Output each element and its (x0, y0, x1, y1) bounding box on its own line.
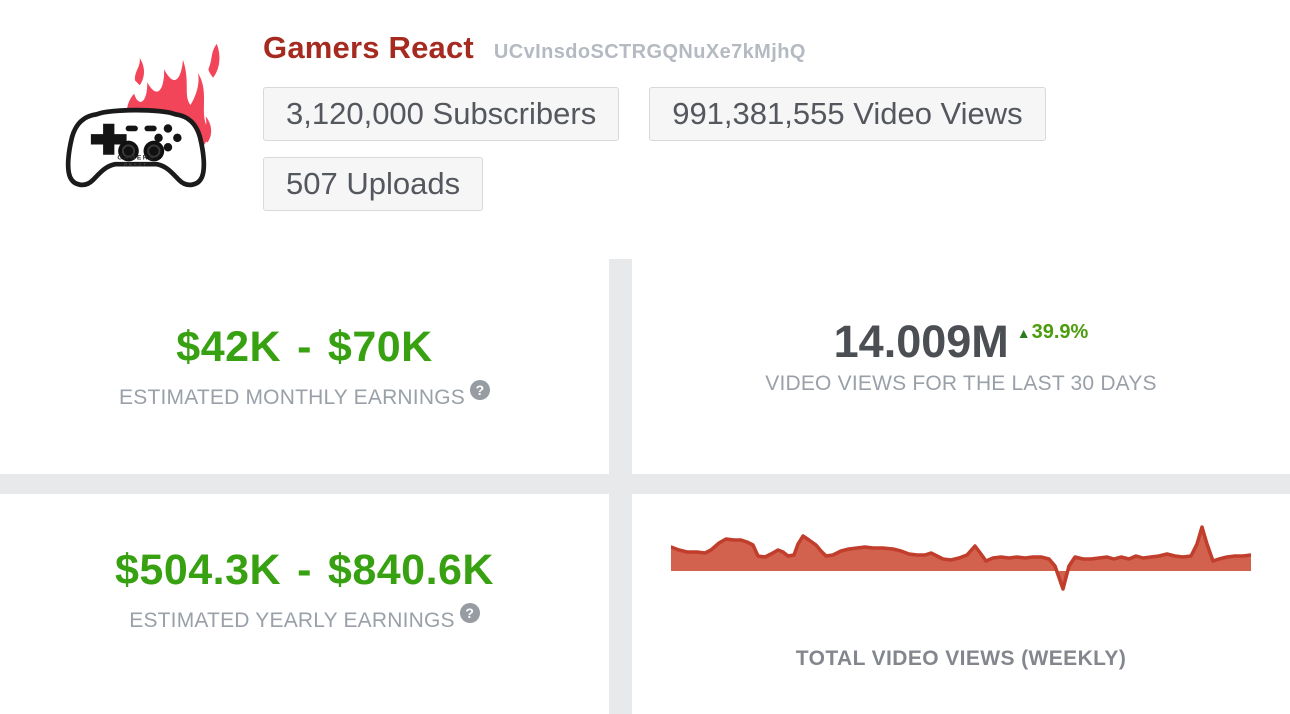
stat-box-row-2: 507 Uploads (263, 157, 1046, 211)
views-30-days-panel: 14.009M ▲39.9% VIDEO VIEWS FOR THE LAST … (632, 259, 1290, 474)
channel-avatar: GAMERS REACT (42, 24, 230, 216)
yearly-earnings-min: $504.3K (115, 545, 282, 594)
video-views-stat-box: 991,381,555 Video Views (649, 87, 1046, 141)
avatar-logo-text-2: REACT (124, 162, 148, 167)
yearly-earnings-label: ESTIMATED YEARLY EARNINGS? (129, 602, 480, 633)
weekly-views-line (671, 525, 1251, 591)
subscribers-stat-box: 3,120,000 Subscribers (263, 87, 620, 141)
views-30-days-label: VIDEO VIEWS FOR THE LAST 30 DAYS (765, 372, 1157, 395)
monthly-earnings-value: $42K - $70K (176, 323, 432, 372)
yearly-earnings-panel: $504.3K - $840.6K ESTIMATED YEARLY EARNING… (0, 494, 609, 714)
monthly-earnings-min: $42K (176, 323, 282, 371)
yearly-earnings-max: $840.6K (327, 545, 494, 594)
views-30-days-value-row: 14.009M ▲39.9% (834, 319, 1089, 364)
help-icon[interactable]: ? (459, 602, 480, 623)
channel-id: UCvInsdoSCTRGQNuXe7kMjhQ (493, 41, 806, 63)
yearly-earnings-value: $504.3K - $840.6K (115, 546, 494, 595)
views-30-days-value: 14.009M (833, 316, 1009, 367)
up-arrow-icon: ▲ (1016, 325, 1031, 341)
range-separator: - (297, 323, 312, 371)
avatar-logo-text-1: GAMERS (117, 154, 154, 161)
weekly-views-panel: TOTAL VIDEO VIEWS (WEEKLY) (632, 494, 1290, 714)
range-separator: - (297, 545, 312, 594)
stat-box-row-1: 3,120,000 Subscribers 991,381,555 Video … (263, 87, 1046, 141)
controller-icon: GAMERS REACT (65, 107, 207, 188)
channel-avatar-graphic: GAMERS REACT (65, 43, 220, 188)
horizontal-divider (0, 474, 1290, 494)
channel-title-row: Gamers React UCvInsdoSCTRGQNuXe7kMjhQ (263, 30, 1046, 66)
views-30-days-delta-pct: 39.9% (1031, 321, 1089, 343)
monthly-earnings-max: $70K (327, 323, 433, 371)
monthly-earnings-panel: $42K - $70K ESTIMATED MONTHLY EARNINGS? (0, 259, 609, 474)
weekly-views-label: TOTAL VIDEO VIEWS (WEEKLY) (795, 647, 1127, 670)
uploads-stat-box: 507 Uploads (263, 157, 484, 211)
monthly-earnings-label: ESTIMATED MONTHLY EARNINGS? (119, 380, 490, 410)
views-30-days-delta: ▲39.9% (1017, 321, 1089, 344)
weekly-views-sparkline (671, 525, 1251, 591)
stats-quadrants: $42K - $70K ESTIMATED MONTHLY EARNINGS? 14… (0, 259, 1290, 714)
channel-header: GAMERS REACT Gamers React UCvInsdoSCTRGQ… (0, 0, 1290, 259)
help-icon[interactable]: ? (469, 380, 490, 400)
weekly-views-chart (671, 514, 1251, 599)
channel-title: Gamers React (263, 30, 474, 65)
